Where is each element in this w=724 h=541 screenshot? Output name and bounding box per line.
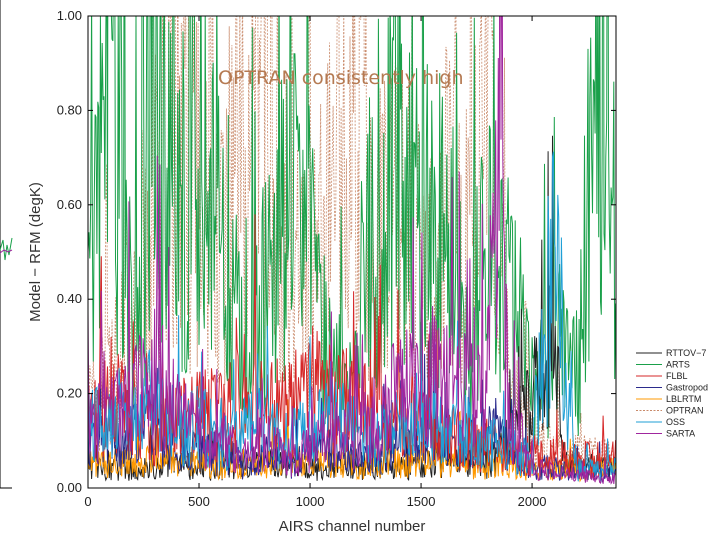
legend-label: FLBL	[666, 371, 688, 381]
y-tick-label: 1.00	[57, 8, 82, 23]
legend-label: ARTS	[666, 360, 690, 370]
annotation-optran: OPTRAN consistently high	[218, 67, 464, 89]
legend-label: Gastropod	[666, 383, 708, 393]
x-tick-label: 0	[84, 494, 91, 509]
series-line-gastropod	[88, 340, 616, 483]
y-tick-label: 0.40	[57, 291, 82, 306]
x-tick-label: 1000	[296, 494, 325, 509]
y-tick-label: 0.60	[57, 197, 82, 212]
plot-frame	[87, 15, 617, 489]
y-axis: 0.00 0.20 0.40 0.60 0.80 1.00	[57, 8, 616, 495]
x-axis: 0 500 1000 1500 2000	[84, 16, 547, 509]
series-line-oss	[88, 151, 616, 482]
x-tick-label: 2000	[518, 494, 547, 509]
series-layer	[88, 16, 616, 485]
legend-label: OPTRAN	[666, 406, 704, 416]
x-tick-label: 1500	[407, 494, 436, 509]
x-axis-title: AIRS channel number	[279, 518, 426, 535]
adjacent-panel-fragment	[0, 0, 13, 489]
series-line-sarta	[88, 16, 616, 485]
x-tick-label: 500	[188, 494, 210, 509]
y-tick-label: 0.00	[57, 480, 82, 495]
y-axis-title: Model − RFM (degK)	[27, 182, 44, 322]
legend-label: RTTOV−7	[666, 348, 706, 358]
y-tick-label: 0.20	[57, 386, 82, 401]
y-tick-label: 0.80	[57, 102, 82, 117]
series-line-flbl	[88, 214, 616, 479]
legend-label: SARTA	[666, 429, 695, 439]
legend-label: LBLRTM	[666, 394, 701, 404]
legend-label: OSS	[666, 417, 685, 427]
